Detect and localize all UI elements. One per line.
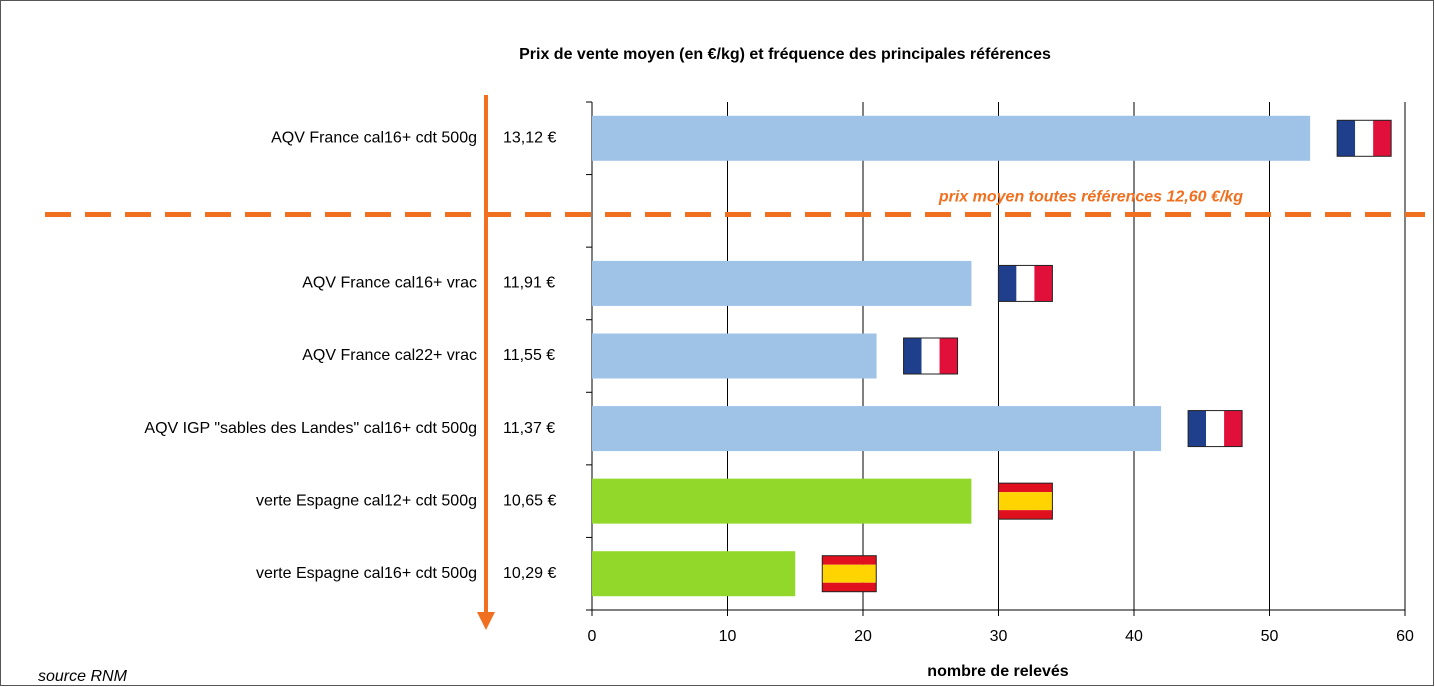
price-label: 10,29 € <box>503 565 556 582</box>
category-label: verte Espagne cal16+ cdt 500g <box>256 565 477 582</box>
category-label: AQV France cal16+ vrac <box>302 275 477 292</box>
bar <box>592 333 877 379</box>
flag-stripe <box>1373 120 1392 157</box>
x-axis-label: nombre de relevés <box>927 663 1069 680</box>
flag-border <box>903 337 959 375</box>
x-tick-label: 20 <box>854 628 872 645</box>
chart-title: Prix de vente moyen (en €/kg) et fréquen… <box>519 46 1051 63</box>
flag-stripe <box>822 564 877 583</box>
category-label: AQV France cal22+ vrac <box>302 347 477 364</box>
flag-border <box>1336 119 1392 157</box>
price-label: 11,37 € <box>503 420 555 437</box>
x-tick-label: 50 <box>1261 628 1279 645</box>
x-tick-label: 10 <box>719 628 737 645</box>
price-label: 13,12 € <box>503 130 556 147</box>
bar <box>592 115 1311 161</box>
bar <box>592 406 1162 452</box>
arrow-head <box>477 612 495 630</box>
bar <box>592 551 796 597</box>
flag-border <box>821 555 877 593</box>
flag-border <box>997 482 1053 520</box>
flag-stripe <box>1016 265 1035 302</box>
x-tick-label: 40 <box>1125 628 1143 645</box>
flag-stripe <box>1188 410 1207 447</box>
flag-stripe <box>998 483 1053 493</box>
flag-stripe <box>1206 410 1225 447</box>
price-label: 10,65 € <box>503 492 556 509</box>
flag-stripe <box>822 555 877 565</box>
x-tick-label: 0 <box>588 628 597 645</box>
category-label: AQV IGP "sables des Landes" cal16+ cdt 5… <box>144 420 477 437</box>
x-tick-label: 30 <box>990 628 1008 645</box>
x-tick-label: 60 <box>1396 628 1414 645</box>
flag-border <box>997 264 1053 302</box>
annotation: prix moyen toutes références 12,60 €/kg <box>938 189 1243 206</box>
bar <box>592 478 972 524</box>
flag-stripe <box>1034 265 1053 302</box>
source: source RNM <box>38 668 128 685</box>
flag-stripe <box>998 510 1053 520</box>
flag-stripe <box>1337 120 1356 157</box>
category-label: verte Espagne cal12+ cdt 500g <box>256 492 477 509</box>
flag-stripe <box>939 338 958 374</box>
price-label: 11,91 € <box>503 275 555 292</box>
flag-stripe <box>998 265 1017 302</box>
flag-stripe <box>921 338 940 374</box>
flag-stripe <box>822 582 877 592</box>
bar <box>592 260 972 306</box>
flag-stripe <box>1224 410 1243 447</box>
flag-stripe <box>1355 120 1374 157</box>
flag-stripe <box>998 492 1053 511</box>
price-label: 11,55 € <box>503 347 555 364</box>
flag-border <box>1187 410 1243 448</box>
category-label: AQV France cal16+ cdt 500g <box>271 130 477 147</box>
flag-stripe <box>903 338 922 374</box>
